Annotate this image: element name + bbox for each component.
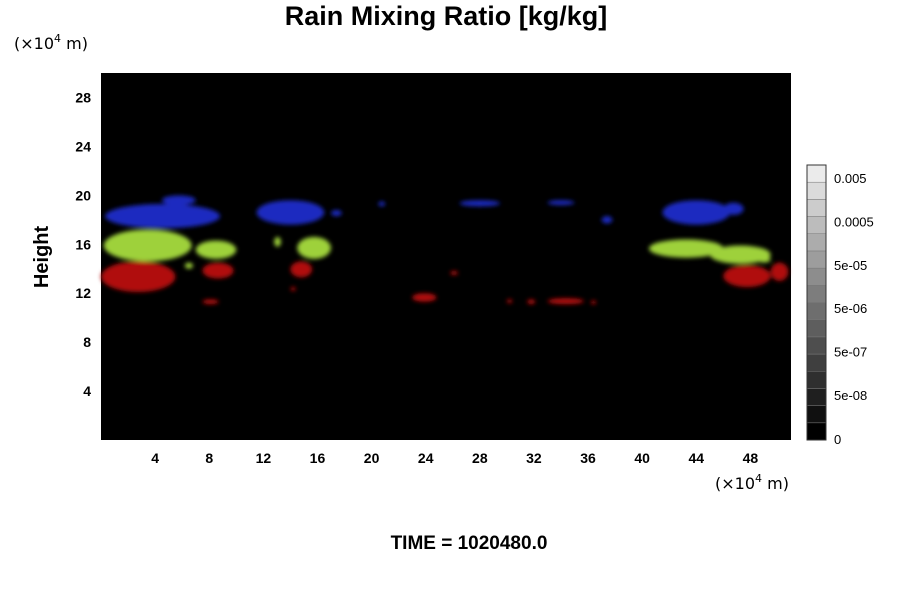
chart-title: Rain Mixing Ratio [kg/kg] xyxy=(285,1,608,31)
y-tick-label: 20 xyxy=(75,187,91,203)
band-cell-green xyxy=(184,262,193,269)
y-tick-label: 16 xyxy=(75,236,91,252)
band-cell-blue xyxy=(161,195,196,206)
colorbar-segment xyxy=(806,371,827,389)
band-cell-green xyxy=(297,236,331,259)
x-tick-label: 24 xyxy=(418,450,434,466)
colorbar-label: 0 xyxy=(834,432,841,447)
x-tick-label: 12 xyxy=(256,450,272,466)
colorbar-segment xyxy=(806,250,827,269)
colorbar-segment xyxy=(806,422,827,441)
colorbar-label: 5e-05 xyxy=(834,258,867,273)
colorbar-segment xyxy=(806,302,827,320)
band-cell-green xyxy=(648,239,724,258)
colorbar-segment xyxy=(806,285,827,303)
band-cell-red xyxy=(770,262,789,281)
colorbar-label: 5e-08 xyxy=(834,388,867,403)
colorbar-frame xyxy=(806,164,827,441)
band-cell-blue xyxy=(256,200,325,225)
band-cell-blue xyxy=(378,201,386,207)
band-cell-blue xyxy=(601,216,613,224)
band-cell-blue xyxy=(723,202,744,215)
band-cell-red xyxy=(450,271,459,276)
x-tick-label: 4 xyxy=(151,450,159,466)
y-tick-label: 28 xyxy=(75,89,91,105)
band-cell-blue xyxy=(662,200,731,225)
band-cell-red xyxy=(590,300,597,305)
x-tick-label: 36 xyxy=(580,450,596,466)
band-cell-red xyxy=(101,261,176,292)
y-axis-label: Height xyxy=(31,226,53,289)
band-cell-green xyxy=(709,245,771,264)
colorbar-segment xyxy=(806,216,827,234)
colorbar-segment xyxy=(806,267,827,286)
colorbar-segment xyxy=(806,181,827,200)
band-cell-red xyxy=(723,265,771,288)
band-cell-green xyxy=(103,229,192,262)
band-cell-red xyxy=(506,299,513,304)
time-label: TIME = 1020480.0 xyxy=(391,533,548,554)
data-bands xyxy=(101,195,789,305)
colorbar-segment xyxy=(806,353,827,372)
band-cell-red xyxy=(202,299,219,305)
band-cell-blue xyxy=(459,200,501,207)
colorbar-label: 0.0005 xyxy=(834,214,874,229)
band-cell-red xyxy=(290,286,296,291)
band-cell-blue xyxy=(331,210,342,217)
colorbar-label: 5e-06 xyxy=(834,301,867,316)
x-axis-unit: (×104 m) xyxy=(715,472,789,493)
colorbar xyxy=(806,164,827,441)
x-tick-label: 44 xyxy=(689,450,705,466)
colorbar-segment xyxy=(806,388,827,406)
band-cell-red xyxy=(412,293,437,302)
colorbar-segment xyxy=(806,233,827,252)
x-tick-label: 28 xyxy=(472,450,488,466)
x-tick-label: 16 xyxy=(310,450,326,466)
x-tick-label: 48 xyxy=(743,450,759,466)
y-tick-label: 8 xyxy=(83,334,91,350)
band-cell-blue xyxy=(547,200,575,206)
y-tick-label: 4 xyxy=(83,383,91,399)
colorbar-label: 5e-07 xyxy=(834,345,867,360)
band-cell-blue xyxy=(105,203,221,229)
band-cell-green xyxy=(274,236,281,247)
band-cell-red xyxy=(202,262,234,279)
band-cell-red xyxy=(527,299,536,305)
y-tick-label: 24 xyxy=(75,138,91,154)
colorbar-segment xyxy=(806,319,827,338)
band-cell-green xyxy=(195,240,237,259)
x-tick-label: 20 xyxy=(364,450,380,466)
y-axis-ticks: 4 8 12 16 20 24 28 xyxy=(75,89,91,399)
band-cell-red xyxy=(290,261,313,278)
x-tick-label: 32 xyxy=(526,450,542,466)
y-tick-label: 12 xyxy=(75,285,91,301)
colorbar-segment xyxy=(806,164,827,183)
colorbar-segment xyxy=(806,199,827,217)
band-cell-red xyxy=(547,298,584,305)
colorbar-label: 0.005 xyxy=(834,171,867,186)
colorbar-segment xyxy=(806,336,827,355)
x-axis-ticks: 4 8 12 16 20 24 28 32 36 40 44 48 xyxy=(151,450,758,466)
x-tick-label: 8 xyxy=(205,450,213,466)
colorbar-labels: 0.005 0.0005 5e-05 5e-06 5e-07 5e-08 0 xyxy=(834,171,874,447)
colorbar-segment xyxy=(806,405,827,424)
x-tick-label: 40 xyxy=(634,450,650,466)
y-axis-unit: (×104 m) xyxy=(14,32,88,53)
band-cell-green xyxy=(757,256,771,263)
